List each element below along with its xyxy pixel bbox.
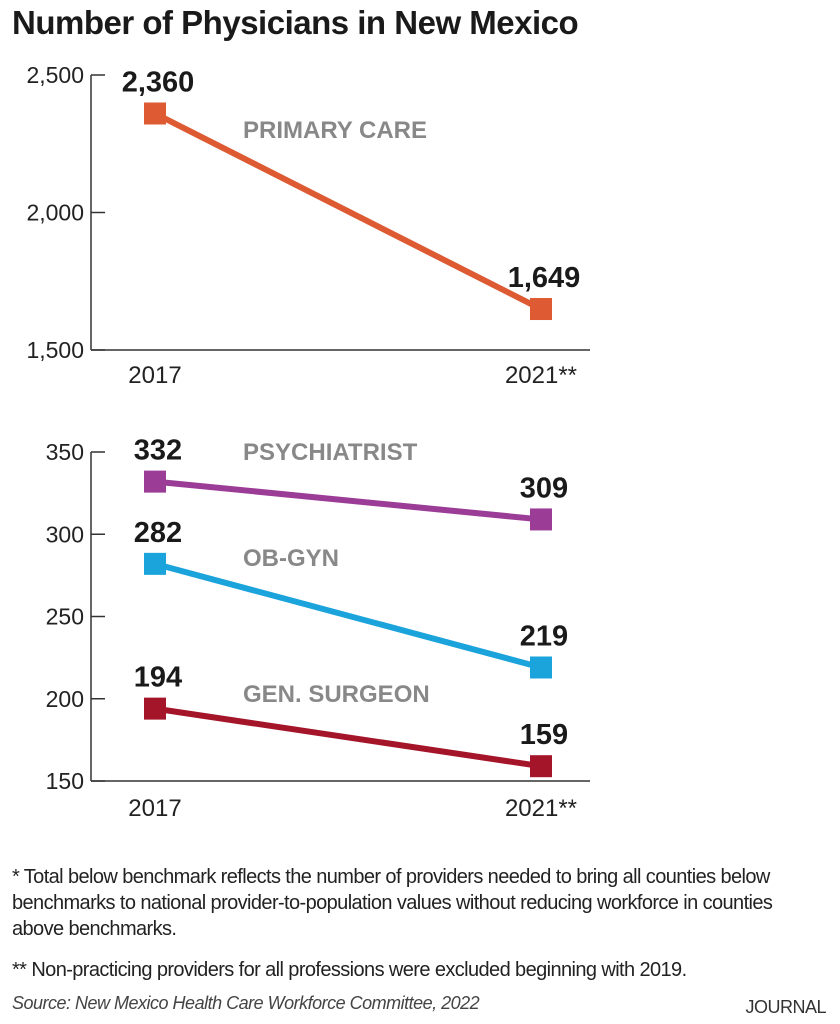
journal-logo: JOURNAL xyxy=(745,997,826,1017)
series-label: PRIMARY CARE xyxy=(243,117,427,144)
y-tick-label: 1,500 xyxy=(26,337,84,363)
series-line xyxy=(154,560,542,671)
footnote-exclusion: ** Non-practicing providers for all prof… xyxy=(12,959,687,981)
series-line xyxy=(153,110,543,312)
y-tick-label: 2,000 xyxy=(26,200,84,226)
benchmark-number: 10 xyxy=(627,724,658,754)
data-label: 1,649 xyxy=(508,262,581,294)
y-tick-label: 2,500 xyxy=(26,62,84,88)
y-tick-label: 300 xyxy=(46,521,84,547)
x-tick-label: 2021** xyxy=(505,795,577,822)
data-label: 309 xyxy=(520,472,568,504)
data-point xyxy=(530,298,552,321)
x-tick-label: 2017 xyxy=(128,795,181,822)
data-point xyxy=(530,508,552,531)
data-label: 332 xyxy=(134,435,182,467)
benchmark-box-ob-gyn: 59 below national benchmark * xyxy=(615,588,815,707)
series-line xyxy=(154,478,542,523)
source: Source: New Mexico Health Care Workforce… xyxy=(12,993,480,1013)
data-label: 219 xyxy=(520,620,568,652)
benchmark-text: below national benchmark * xyxy=(627,755,787,814)
data-point xyxy=(144,697,166,720)
benchmark-box-primary-care: 334 below national benchmark * xyxy=(615,245,815,363)
y-tick-label: 350 xyxy=(46,439,84,465)
series-label: OB-GYN xyxy=(243,545,339,572)
data-point xyxy=(144,102,166,125)
data-point xyxy=(144,470,166,493)
benchmark-number: 119 xyxy=(627,462,671,492)
benchmark-box-psychiatrist: 119 below national benchmark * xyxy=(615,456,815,576)
x-tick-label: 2021** xyxy=(505,362,577,389)
footnote-benchmark: * Total below benchmark reflects the num… xyxy=(12,866,773,940)
data-point xyxy=(530,656,552,679)
data-label: 194 xyxy=(134,662,182,694)
data-label: 282 xyxy=(134,517,182,549)
data-label: 2,360 xyxy=(122,67,195,99)
benchmark-number: 334 xyxy=(627,251,673,281)
data-label: 159 xyxy=(520,719,568,751)
y-tick-label: 150 xyxy=(46,768,84,794)
benchmark-text: below national benchmark * xyxy=(627,493,787,552)
y-tick-label: 250 xyxy=(46,604,84,630)
data-point xyxy=(144,552,166,575)
data-point xyxy=(530,755,552,778)
series-label: GEN. SURGEON xyxy=(243,681,430,708)
series-label: PSYCHIATRIST xyxy=(243,439,418,466)
benchmark-text: below national benchmark * xyxy=(627,282,787,341)
chart-title: Number of Physicians in New Mexico xyxy=(12,4,579,41)
benchmark-number: 59 xyxy=(627,594,658,624)
benchmark-box-gen-surgeon: 10 below national benchmark * xyxy=(615,718,815,838)
benchmark-text: below national benchmark * xyxy=(627,625,787,684)
series-line xyxy=(154,705,542,770)
y-tick-label: 200 xyxy=(46,686,84,712)
x-tick-label: 2017 xyxy=(128,362,181,389)
